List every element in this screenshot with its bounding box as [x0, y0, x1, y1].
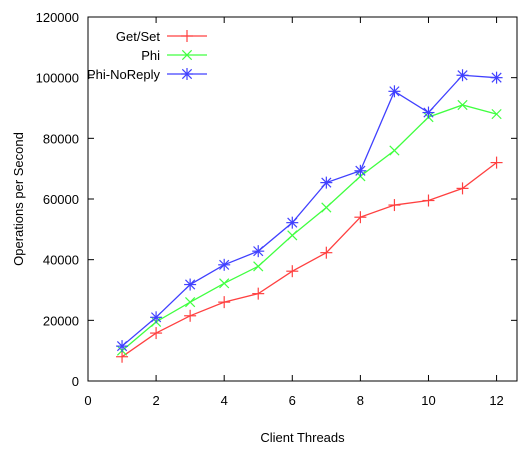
x-tick-label: 6	[289, 393, 296, 408]
series-layer	[116, 69, 503, 363]
x-tick-label: 4	[221, 393, 228, 408]
y-tick-label: 0	[72, 374, 79, 389]
data-point-phi	[253, 261, 264, 272]
legend-marker-phi	[181, 49, 193, 61]
data-point-get-set	[422, 194, 435, 207]
data-point-get-set	[150, 327, 163, 340]
data-point-phi	[219, 278, 230, 289]
data-point-phi-noreply	[116, 340, 129, 353]
data-point-get-set	[184, 309, 197, 322]
y-tick-label: 120000	[36, 10, 79, 25]
data-point-phi-noreply	[252, 245, 265, 258]
y-tick-label: 20000	[43, 313, 79, 328]
legend-marker-phi-noreply	[181, 68, 193, 80]
data-point-get-set	[218, 296, 231, 309]
x-tick-label: 0	[84, 393, 91, 408]
data-point-phi-noreply	[354, 164, 367, 177]
x-tick-label: 8	[357, 393, 364, 408]
data-point-get-set	[456, 182, 469, 195]
data-point-phi	[491, 108, 502, 120]
data-point-phi-noreply	[490, 71, 503, 84]
y-tick-label: 80000	[43, 131, 79, 146]
legend: Get/Set Phi Phi-NoReply	[87, 29, 207, 82]
y-tick-label: 100000	[36, 71, 79, 86]
series-line-get-set	[121, 162, 497, 358]
data-point-phi-noreply	[422, 106, 435, 119]
legend-label-phi: Phi	[141, 48, 160, 63]
data-point-phi-noreply	[320, 176, 333, 189]
y-tick-label: 40000	[43, 253, 79, 268]
data-point-phi	[389, 145, 400, 156]
data-point-phi-noreply	[218, 258, 231, 271]
data-point-get-set	[252, 287, 265, 300]
data-point-get-set	[286, 265, 299, 278]
data-point-phi-noreply	[286, 216, 299, 229]
x-axis-title: Client Threads	[260, 430, 345, 445]
data-point-get-set	[490, 156, 503, 169]
data-point-get-set	[116, 350, 129, 363]
legend-marker-get-set	[181, 30, 193, 42]
data-point-get-set	[354, 211, 367, 224]
data-point-phi	[185, 297, 196, 308]
x-tick-label: 12	[489, 393, 503, 408]
data-point-phi-noreply	[456, 69, 469, 82]
data-point-phi	[457, 99, 468, 111]
series-line-phi	[121, 104, 497, 352]
data-point-phi	[287, 230, 298, 241]
data-point-phi-noreply	[388, 85, 401, 98]
data-point-get-set	[388, 199, 401, 212]
data-point-phi-noreply	[184, 278, 197, 291]
x-tick-label: 2	[152, 393, 159, 408]
series-line-phi-noreply	[121, 74, 497, 347]
data-point-phi-noreply	[150, 311, 163, 324]
y-tick-label: 60000	[43, 192, 79, 207]
axes: 0 2 4 6 8 10 12 0 20000 40000 60000 80000 100000 1200…	[36, 10, 518, 408]
y-axis-title: Operations per Second	[11, 132, 26, 266]
legend-label-phi-noreply: Phi-NoReply	[87, 67, 160, 82]
data-point-get-set	[320, 246, 333, 259]
data-point-phi	[321, 202, 332, 213]
legend-label-get-set: Get/Set	[116, 29, 160, 44]
x-tick-label: 10	[421, 393, 435, 408]
